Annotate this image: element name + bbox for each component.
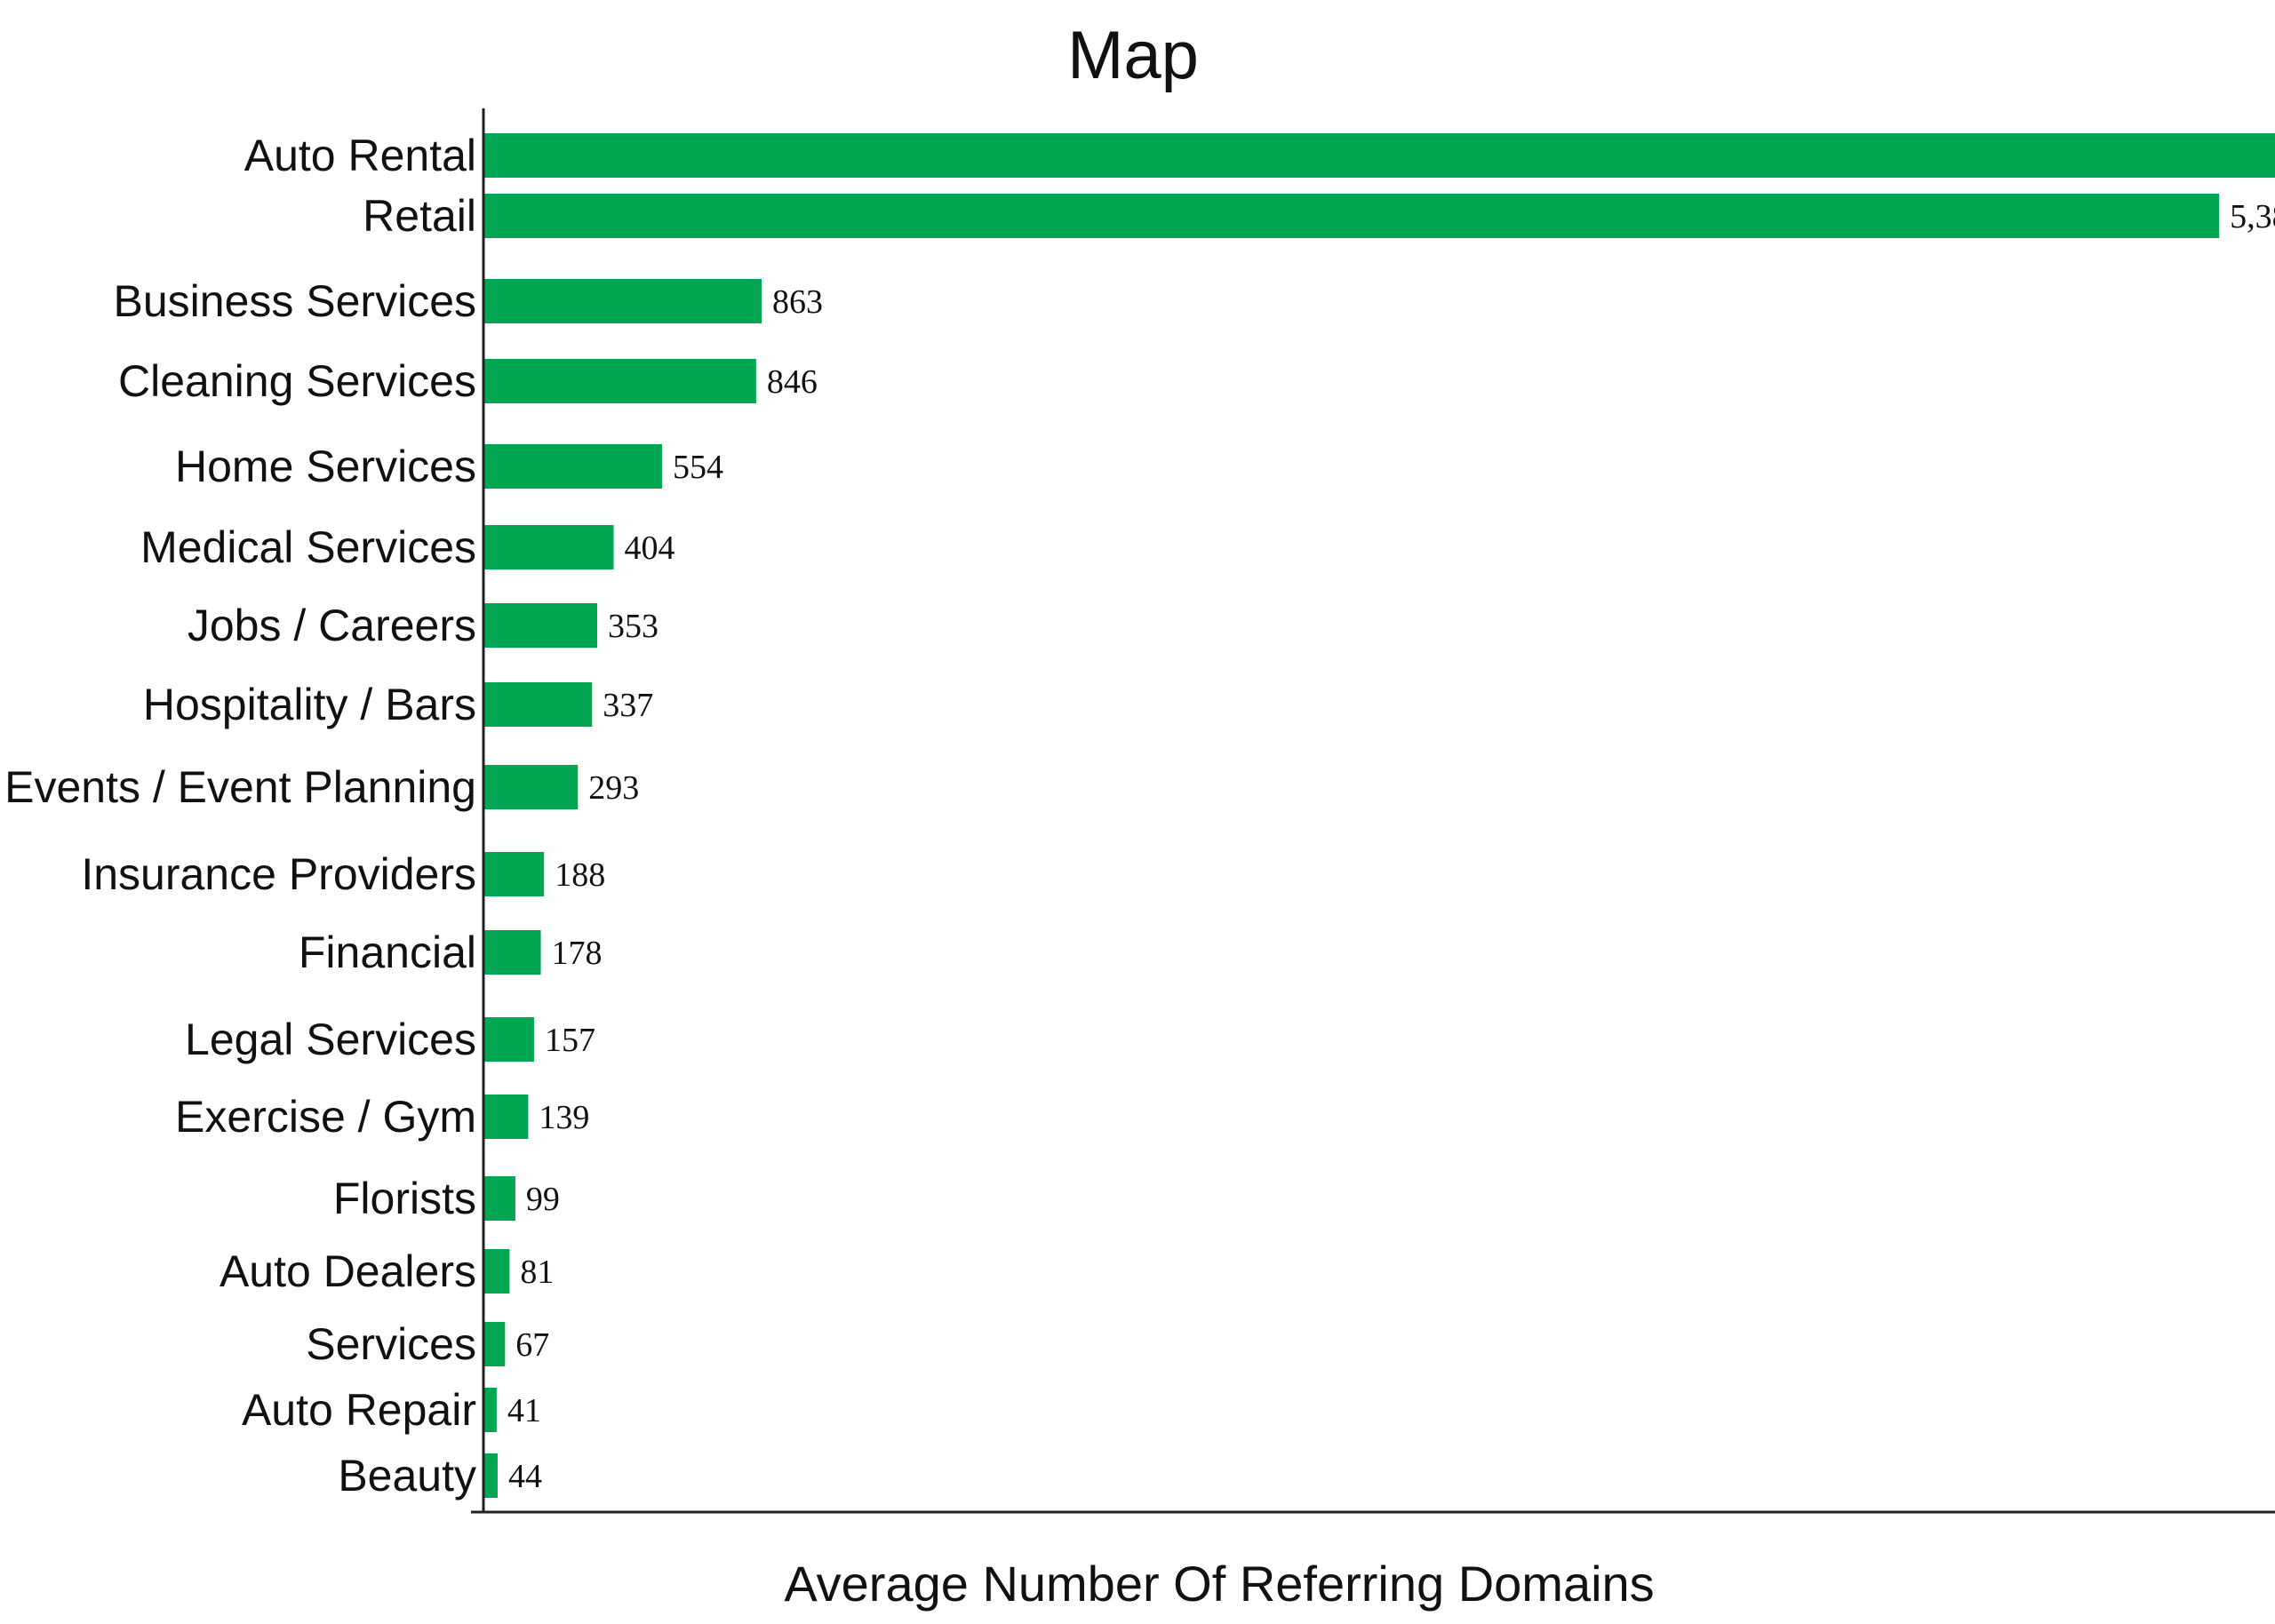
category-label: Florists <box>333 1174 476 1223</box>
category-label: Auto Repair <box>242 1385 476 1435</box>
value-label: 41 <box>507 1392 541 1429</box>
value-label: 188 <box>555 856 605 894</box>
bar <box>483 1388 497 1432</box>
value-label: 81 <box>520 1254 554 1291</box>
category-label: Beauty <box>338 1451 476 1501</box>
bar <box>483 765 579 809</box>
category-label: Legal Services <box>185 1015 476 1064</box>
category-label: Retail <box>363 191 476 241</box>
value-label: 554 <box>673 449 723 486</box>
category-label: Exercise / Gym <box>175 1092 476 1142</box>
bar <box>483 1176 515 1221</box>
category-label: Auto Rental <box>244 131 476 180</box>
category-label: Cleaning Services <box>118 356 476 406</box>
value-label: 293 <box>588 769 639 807</box>
bar <box>483 682 593 727</box>
chart-title: Map <box>1067 18 1199 93</box>
value-label: 139 <box>539 1099 589 1136</box>
value-label: 67 <box>515 1326 549 1364</box>
value-label: 353 <box>608 608 659 645</box>
bar <box>483 603 598 648</box>
value-label: 99 <box>526 1181 560 1218</box>
value-label: 863 <box>772 283 823 321</box>
category-label: Home Services <box>175 442 476 491</box>
bar <box>483 279 762 323</box>
value-label: 337 <box>603 687 653 724</box>
category-label: Financial <box>299 927 476 977</box>
bar <box>483 444 662 489</box>
category-label: Business Services <box>114 276 477 326</box>
bar <box>483 194 2220 238</box>
value-label: 404 <box>625 529 675 567</box>
bar <box>483 359 756 403</box>
bar <box>483 133 2275 178</box>
bars-layer: Auto Rental6,457Retail5,385Business Serv… <box>4 131 2275 1501</box>
bar <box>483 1249 510 1294</box>
category-label: Hospitality / Bars <box>143 680 476 729</box>
x-axis-title: Average Number Of Referring Domains <box>784 1556 1654 1612</box>
value-label: 178 <box>552 935 603 972</box>
bar <box>483 1095 529 1139</box>
bar <box>483 1322 506 1366</box>
category-label: Insurance Providers <box>81 849 476 899</box>
bar <box>483 852 545 896</box>
category-label: Events / Event Planning <box>4 762 476 812</box>
category-label: Services <box>306 1319 476 1369</box>
value-label: 846 <box>767 363 818 401</box>
value-label: 157 <box>545 1022 595 1059</box>
value-label: 44 <box>508 1458 542 1495</box>
category-label: Auto Dealers <box>220 1246 476 1296</box>
bar <box>483 1017 534 1062</box>
bar <box>483 1453 498 1498</box>
value-label: 5,385 <box>2230 198 2275 235</box>
category-label: Medical Services <box>140 522 476 572</box>
category-label: Jobs / Careers <box>188 601 476 650</box>
bar <box>483 525 614 569</box>
bar <box>483 930 541 975</box>
